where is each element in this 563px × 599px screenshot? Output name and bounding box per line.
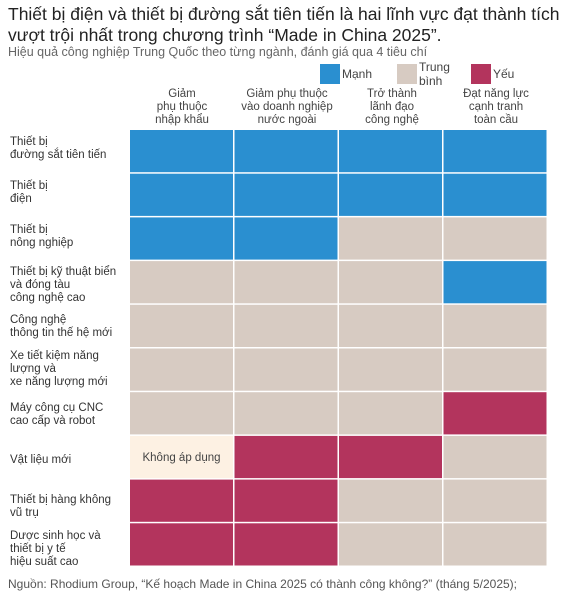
heatmap-cell-r7-c2	[339, 435, 442, 479]
legend-label-average: Trung bình	[419, 60, 450, 88]
heatmap-cell-r4-c0	[130, 304, 233, 347]
row-label-marine: Thiết bị kỹ thuật biển và đóng tàu công …	[10, 266, 117, 304]
heatmap-cell-r9-c3	[443, 523, 547, 566]
legend: Mạnh Trung bình Yếu	[320, 60, 514, 88]
row-label-vehicles: Xe tiết kiệm năng lượng và xe năng lượng…	[10, 350, 108, 388]
heatmap-cell-r0-c0	[130, 130, 233, 173]
heatmap-cell-r7-c3	[443, 435, 547, 479]
column-header-foreign-firms: Giảm phụ thuộc vào doanh nghiệp nước ngo…	[241, 88, 333, 126]
heatmap-cell-r3-c3	[443, 261, 547, 304]
source-note: Nguồn: Rhodium Group, “Kế hoạch Made in …	[8, 577, 518, 591]
heatmap-cell-r5-c2	[339, 348, 442, 391]
heatmap-cell-r4-c2	[339, 304, 442, 347]
legend-item-strong: Mạnh	[320, 64, 397, 84]
heatmap-cell-r6-c3	[443, 392, 547, 435]
heatmap-cell-r7-c1	[234, 435, 338, 479]
heatmap-cell-r0-c1	[234, 130, 338, 173]
heatmap-cell-r2-c1	[234, 217, 338, 260]
heatmap-cell-r0-c3	[443, 130, 547, 173]
heatmap-cell-r9-c1	[234, 523, 338, 566]
heatmap-cell-r5-c1	[234, 348, 338, 391]
heatmap-cell-r2-c2	[339, 217, 442, 260]
column-header-competitiveness: Đạt năng lực cạnh tranh toàn cầu	[463, 88, 529, 126]
row-label-electric: Thiết bị điện	[10, 180, 48, 205]
heatmap-cell-na-label: Không áp dụng	[142, 452, 220, 464]
heatmap-cell-r9-c2	[339, 523, 442, 566]
heatmap-cell-r1-c1	[234, 173, 338, 216]
legend-label-weak: Yếu	[493, 67, 515, 81]
heatmap-cell-r1-c2	[339, 173, 442, 216]
legend-item-weak: Yếu	[471, 64, 514, 84]
heatmap-cell-r2-c3	[443, 217, 547, 260]
heatmap-cell-r6-c1	[234, 392, 338, 435]
row-label-biomed: Dược sinh học và thiết bị y tế hiệu suất…	[10, 530, 101, 568]
legend-swatch-weak	[471, 64, 491, 84]
heatmap-cell-r4-c3	[443, 304, 547, 347]
heatmap-cell-r5-c3	[443, 348, 547, 391]
heatmap-cell-r8-c2	[339, 479, 442, 522]
column-header-tech-leader: Trở thành lãnh đạo công nghệ	[365, 88, 419, 126]
heatmap-cell-r7-c0	[130, 435, 233, 479]
legend-swatch-average	[397, 64, 417, 84]
heatmap-cell-r3-c0	[130, 261, 233, 304]
heatmap-cell-r1-c3	[443, 173, 547, 216]
heatmap-cell-r8-c3	[443, 479, 547, 522]
heatmap-cell-r6-c0	[130, 392, 233, 435]
row-label-rail: Thiết bị đường sắt tiên tiến	[10, 136, 107, 161]
row-label-cnc: Máy công cụ CNC cao cấp và robot	[10, 402, 104, 427]
heatmap-cell-r3-c2	[339, 261, 442, 304]
heatmap-cell-r6-c2	[339, 392, 442, 435]
legend-swatch-strong	[320, 64, 340, 84]
heatmap-cell-r3-c1	[234, 261, 338, 304]
legend-label-strong: Mạnh	[342, 67, 373, 81]
chart-title: Thiết bị điện và thiết bị đường sắt tiên…	[8, 4, 560, 45]
row-label-it: Công nghệ thông tin thế hệ mới	[10, 314, 113, 339]
row-label-aerospace: Thiết bị hàng không vũ trụ	[10, 494, 112, 519]
legend-item-average: Trung bình	[397, 60, 471, 88]
column-headers: Giảm phụ thuộc nhập khẩu Giảm phụ thuộc …	[130, 88, 548, 130]
heatmap-cell-r4-c1	[234, 304, 338, 347]
heatmap-cell-r5-c0	[130, 348, 233, 391]
heatmap-cell-r8-c1	[234, 479, 338, 522]
chart-subtitle: Hiệu quả công nghiệp Trung Quốc theo từn…	[8, 45, 428, 59]
heatmap-cell-r8-c0	[130, 479, 233, 522]
row-label-agri: Thiết bị nông nghiệp	[10, 224, 74, 249]
heatmap-cell-r2-c0	[130, 217, 233, 260]
heatmap-cell-r9-c0	[130, 523, 233, 566]
heatmap-cell-r0-c2	[339, 130, 442, 173]
column-header-import: Giảm phụ thuộc nhập khẩu	[155, 88, 209, 126]
row-label-materials: Vật liệu mới	[10, 454, 72, 466]
heatmap-cell-r1-c0	[130, 173, 233, 216]
